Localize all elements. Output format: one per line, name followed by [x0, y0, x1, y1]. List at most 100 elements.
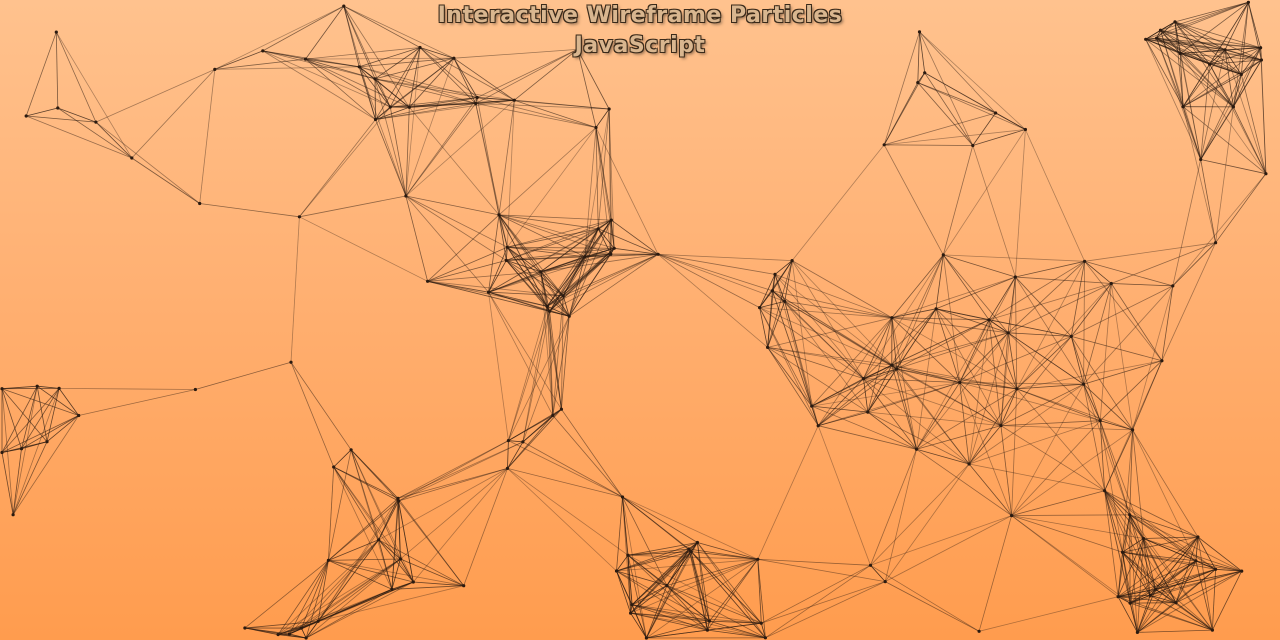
particle-link	[1174, 21, 1242, 75]
particle-point	[1083, 259, 1087, 263]
particle-point	[326, 558, 330, 563]
particle-link	[784, 301, 864, 379]
particle-link	[1149, 560, 1197, 596]
particle-link	[1129, 560, 1197, 604]
particle-link	[244, 620, 319, 629]
particle-link	[12, 448, 22, 515]
particle-link	[507, 441, 524, 469]
particle-link	[508, 311, 550, 441]
particle-link	[508, 440, 523, 443]
particle-link	[358, 66, 376, 80]
particle-link	[688, 548, 708, 631]
particle-point	[1069, 334, 1073, 338]
particle-link	[1260, 47, 1262, 61]
particle-link	[697, 542, 710, 622]
particle-link	[891, 317, 1017, 390]
particle-link	[26, 115, 132, 159]
particle-link	[959, 332, 1009, 383]
particle-link	[627, 555, 647, 639]
particle-link	[405, 195, 507, 261]
particle-point	[0, 450, 4, 455]
particle-point	[276, 633, 280, 637]
particle-link	[616, 570, 708, 631]
particle-link	[988, 319, 1072, 337]
particle-point	[388, 105, 392, 109]
particle-link	[916, 319, 990, 450]
particle-link	[305, 58, 410, 108]
particle-link	[917, 82, 1026, 130]
particle-link	[568, 256, 586, 317]
particle-link	[968, 383, 1084, 465]
particle-link	[818, 425, 917, 450]
particle-link	[772, 260, 793, 292]
particle-link	[328, 500, 399, 561]
particle-point	[1259, 46, 1263, 50]
particle-link	[1016, 336, 1072, 390]
particle-link	[1215, 106, 1234, 243]
particle-point	[607, 107, 611, 111]
particle-link	[378, 539, 401, 560]
particle-link	[811, 317, 893, 407]
particle-link	[506, 253, 611, 261]
particle-link	[1, 452, 14, 515]
particle-link	[1200, 106, 1234, 160]
particle-link	[277, 581, 414, 635]
particle-link	[1000, 388, 1018, 426]
particle-point	[994, 111, 998, 115]
particle-link	[867, 317, 893, 413]
particle-link	[610, 220, 612, 255]
particle-link	[477, 97, 597, 128]
particle-link	[1197, 536, 1213, 631]
particle-link	[317, 560, 329, 622]
particle-link	[627, 555, 631, 614]
particle-link	[791, 260, 893, 366]
particle-point	[1135, 630, 1139, 635]
particle-link	[1104, 490, 1199, 538]
particle-link	[378, 539, 393, 590]
particle-link	[774, 274, 786, 302]
particle-link	[1145, 39, 1184, 107]
particle-link	[488, 292, 554, 416]
particle-link	[1084, 260, 1112, 284]
particle-link	[1160, 29, 1226, 51]
particle-link	[896, 368, 970, 465]
particle-link	[811, 405, 917, 450]
particle-link	[959, 382, 1012, 516]
particle-link	[463, 468, 508, 586]
particle-link	[891, 308, 937, 319]
particle-point	[398, 557, 402, 561]
particle-link	[508, 440, 623, 498]
particle-link	[632, 604, 762, 624]
particle-link	[1083, 384, 1101, 421]
particle-link	[552, 295, 564, 416]
particle-link	[666, 585, 762, 624]
particle-link	[1016, 388, 1101, 422]
particle-link	[1129, 514, 1144, 539]
particle-link	[919, 31, 1026, 130]
particle-link	[374, 78, 478, 98]
particle-point	[923, 71, 927, 75]
particle-link	[131, 157, 200, 204]
particle-link	[867, 308, 937, 413]
particle-link	[453, 57, 515, 101]
particle-link	[811, 382, 960, 407]
particle-point	[303, 57, 308, 61]
particle-link	[1200, 64, 1210, 160]
particle-link	[1180, 53, 1210, 65]
particle-link	[1143, 536, 1198, 539]
particle-link	[36, 386, 48, 442]
particle-link	[863, 308, 937, 379]
particle-link	[21, 441, 48, 450]
particle-link	[317, 498, 399, 622]
particle-link	[305, 560, 329, 639]
particle-link	[244, 560, 329, 629]
particle-link	[1200, 159, 1216, 243]
particle-link	[299, 106, 391, 218]
particle-link	[305, 47, 421, 60]
particle-link	[757, 559, 762, 624]
particle-link	[398, 440, 509, 502]
particle-link	[597, 108, 610, 229]
particle-link	[1011, 420, 1101, 516]
